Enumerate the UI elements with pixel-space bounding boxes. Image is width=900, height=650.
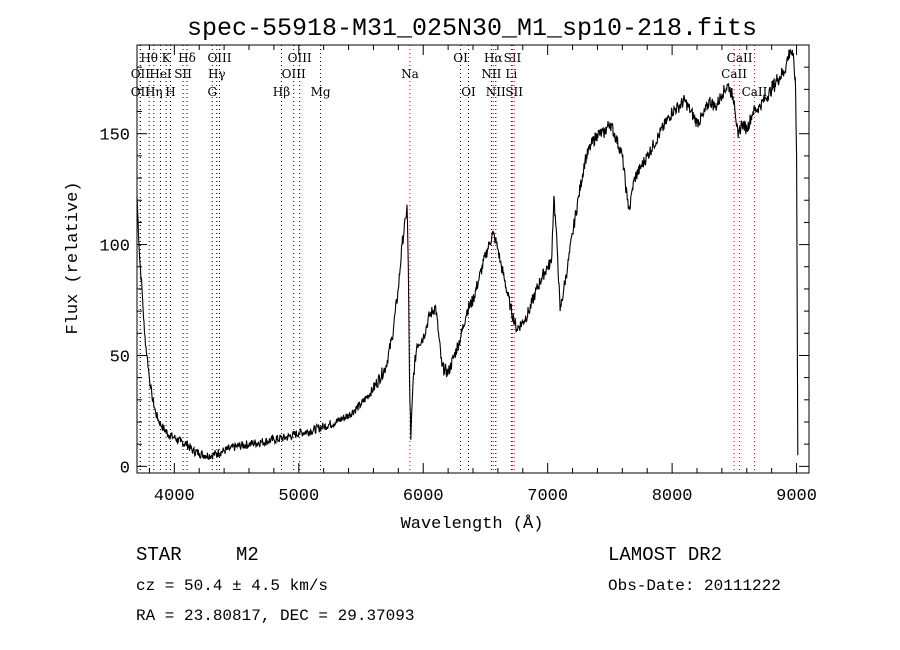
object-subclass: M2 <box>236 544 259 566</box>
y-tick-label-0: 0 <box>120 459 130 478</box>
x-tick-label-4000: 4000 <box>154 487 195 506</box>
line-marker-label-4: HeI <box>149 67 172 81</box>
plot-frame <box>136 44 810 474</box>
line-marker-label-3: K <box>162 51 172 65</box>
x-axis-label: Wavelength (Å) <box>401 515 544 534</box>
line-marker-label-6: Hδ <box>178 51 196 65</box>
info-panel: STAR M2 LAMOST DR2 cz = 50.4 ± 4.5 km/s … <box>136 544 781 625</box>
line-marker-label-26: CaII <box>721 67 747 81</box>
line-marker-label-5: Hη <box>145 85 163 99</box>
line-marker-label-7: SII <box>174 67 192 81</box>
spectrum-line <box>136 49 799 460</box>
chart-title: spec-55918-M31_025N30_M1_sp10-218.fits <box>187 14 757 43</box>
x-tick-label-7000: 7000 <box>527 487 568 506</box>
line-marker-label-13: OIII <box>282 67 306 81</box>
line-marker-label-2: OII <box>131 85 151 99</box>
line-marker-label-27: CaII <box>742 85 768 99</box>
line-marker-label-10: Hγ <box>208 67 226 81</box>
line-marker-label-18: OI <box>461 85 476 99</box>
coordinates-text: RA = 23.80817, DEC = 29.37093 <box>136 607 414 625</box>
obs-date-text: Obs-Date: 20111222 <box>608 577 781 595</box>
x-tick-label-6000: 6000 <box>403 487 444 506</box>
y-axis-label: Flux (relative) <box>64 181 83 334</box>
line-marker-label-17: OI <box>453 51 468 65</box>
line-marker-label-0: Hθ <box>140 51 158 65</box>
line-marker-label-9: OIII <box>207 51 231 65</box>
x-tick-label-5000: 5000 <box>278 487 319 506</box>
y-tick-label-150: 150 <box>99 127 130 146</box>
line-marker-label-19: Hα <box>484 51 503 65</box>
line-marker-label-12: OIII <box>288 51 312 65</box>
redshift-text: cz = 50.4 ± 4.5 km/s <box>136 577 328 595</box>
object-class: STAR <box>136 544 182 566</box>
line-marker-label-22: Li <box>505 67 517 81</box>
line-marker-label-21: NII <box>481 67 501 81</box>
line-marker-label-8: H <box>165 85 175 99</box>
line-marker-label-20: SII <box>504 51 522 65</box>
survey-release: LAMOST DR2 <box>608 544 722 566</box>
x-tick-label-9000: 9000 <box>776 487 817 506</box>
y-tick-label-50: 50 <box>110 348 130 367</box>
line-marker-label-15: Mg <box>311 85 331 99</box>
line-marker-label-23: NII <box>486 85 506 99</box>
line-marker-label-14: Hβ <box>273 85 290 99</box>
y-tick-label-100: 100 <box>99 238 130 257</box>
line-marker-label-16: Na <box>401 67 419 81</box>
line-marker-label-25: CaII <box>727 51 753 65</box>
line-marker-label-11: G <box>207 85 217 99</box>
x-tick-label-8000: 8000 <box>652 487 693 506</box>
line-marker-label-24: SII <box>505 85 523 99</box>
